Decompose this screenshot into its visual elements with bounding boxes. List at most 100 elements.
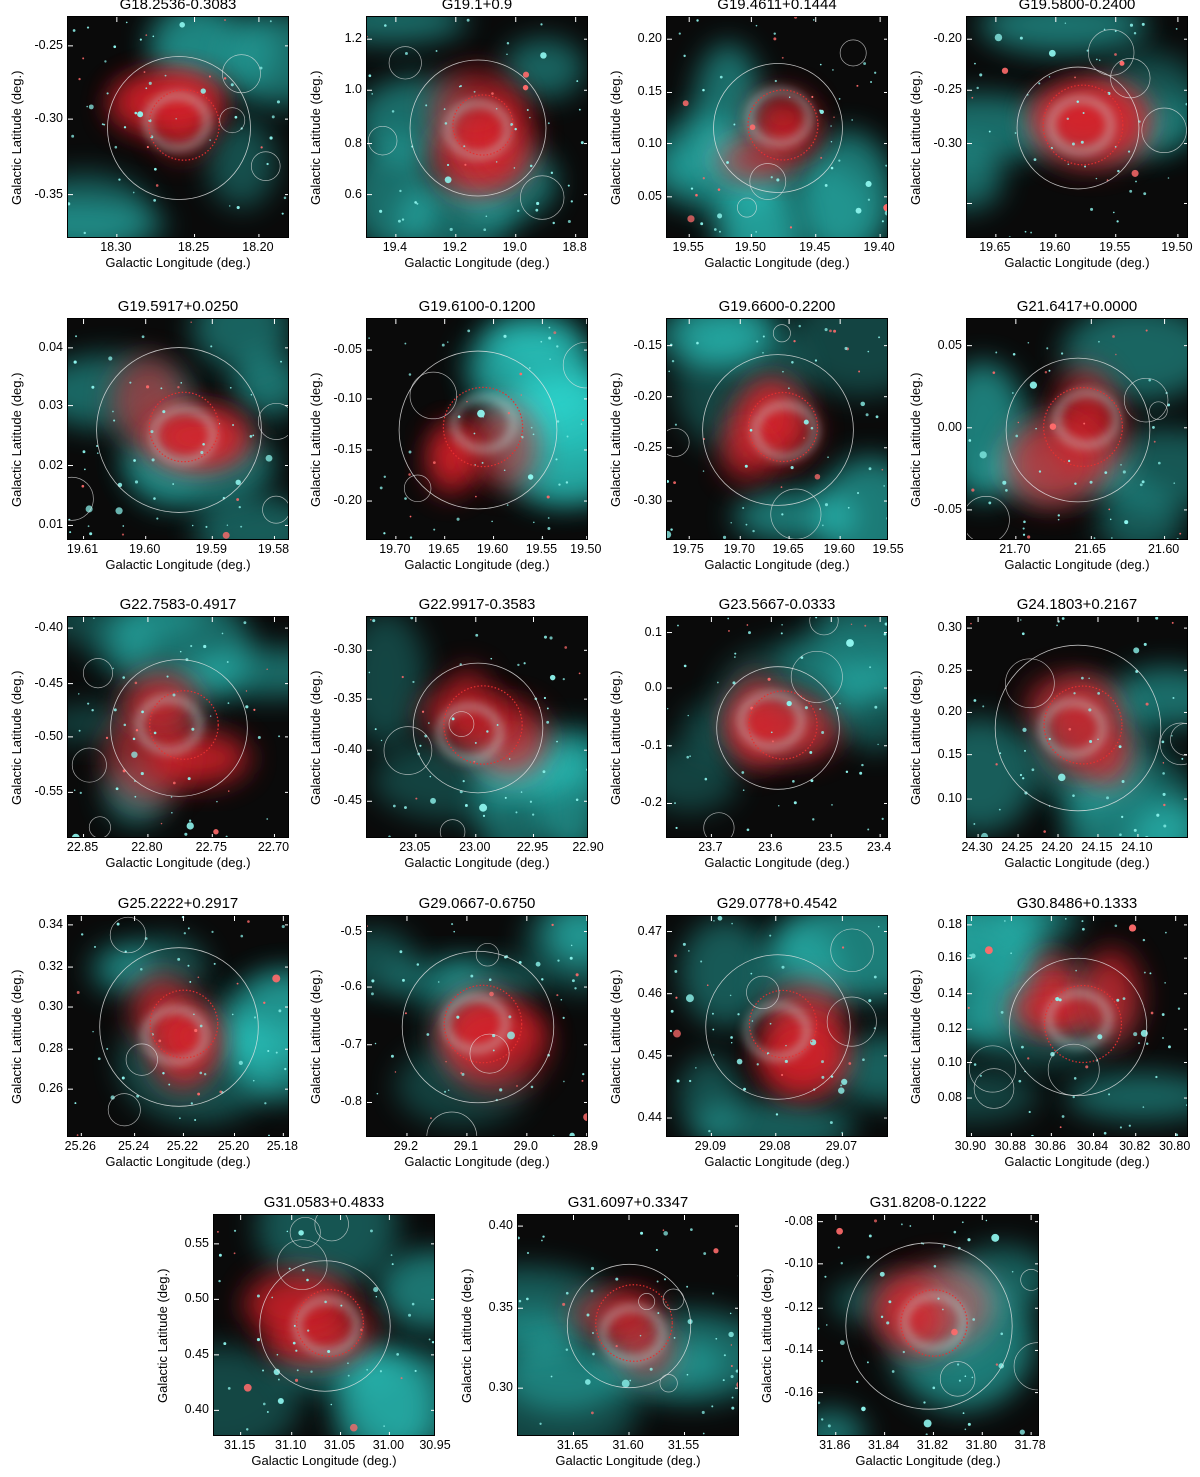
y-axis-label: Galactic Latitude (deg.) [459,1268,474,1403]
panel-3: G19.4611+0.1444 19.55 19.50 19.45 19.40 0.20 0… [608,0,895,270]
y-tick-label: 0.10 [937,1054,962,1069]
y-tick-label: 0.26 [38,1081,63,1096]
image-canvas [667,17,887,237]
y-tick-label: 0.05 [637,188,662,203]
composite-image [666,16,888,238]
x-axis-label: Galactic Longitude (deg.) [404,557,550,572]
x-tick-label: 19.70 [379,542,411,556]
composite-image [666,915,888,1137]
y-axis-label: Galactic Latitude (deg.) [608,969,623,1104]
y-tick-label: -0.30 [633,493,663,508]
image-canvas [68,319,288,539]
x-tick-label: 31.80 [965,1438,997,1452]
x-axis-label: Galactic Longitude (deg.) [105,855,251,870]
x-tick-label: 19.60 [129,542,161,556]
panel-5: G19.5917+0.0250 19.61 19.60 19.59 19.58 0.04 0… [9,298,289,572]
x-tick-label: 19.58 [257,542,290,556]
x-tick-label: 19.55 [872,542,904,556]
y-tick-label: -0.7 [340,1036,362,1051]
panel-title: G19.4611+0.1444 [717,0,837,13]
x-tick-label: 30.90 [954,1139,987,1153]
y-tick-label: 0.00 [937,419,962,434]
x-tick-label: 31.65 [556,1438,589,1452]
x-tick-label: 31.05 [323,1438,356,1452]
x-axis-label: Galactic Longitude (deg.) [704,255,850,270]
y-axis-label: Galactic Latitude (deg.) [9,969,24,1104]
image-canvas [967,319,1187,539]
panel-10: G22.9917-0.3583 23.05 23.00 22.95 22.90 -0.30… [308,596,604,870]
y-tick-label: 0.02 [38,457,63,472]
image-canvas [214,1215,434,1435]
x-axis-label: Galactic Longitude (deg.) [105,255,251,270]
composite-image [67,16,289,238]
x-tick-label: 22.80 [131,840,163,854]
x-tick-label: 23.05 [399,840,431,854]
image-canvas [68,916,288,1136]
y-tick-label: -0.40 [34,620,64,635]
x-tick-label: 19.65 [772,542,804,556]
panel-title: G19.1+0.9 [441,0,513,13]
y-tick-label: -0.20 [333,493,363,508]
x-axis-label: Galactic Longitude (deg.) [704,557,850,572]
x-tick-label: 24.15 [1081,840,1113,854]
image-canvas [367,916,587,1136]
x-tick-label: 31.82 [916,1438,949,1452]
x-tick-label: 25.22 [166,1139,199,1153]
y-tick-label: 0.44 [637,1110,662,1125]
x-tick-label: 23.7 [698,840,723,854]
x-tick-label: 29.1 [453,1139,479,1153]
panel-title: G23.5667-0.0333 [718,596,836,613]
image-canvas [667,319,887,539]
y-tick-label: 0.46 [637,985,662,1000]
y-tick-label: -0.16 [784,1384,814,1399]
x-tick-label: 29.08 [759,1139,791,1153]
y-tick-label: -0.50 [34,728,64,743]
x-tick-label: 19.4 [382,240,408,254]
y-tick-label: 1.2 [344,31,362,46]
y-tick-label: 0.15 [637,84,662,99]
x-axis-label: Galactic Longitude (deg.) [855,1453,1001,1468]
x-tick-label: 18.20 [242,240,274,254]
y-tick-label: 0.40 [488,1218,513,1233]
x-tick-label: 21.60 [1147,542,1180,556]
y-tick-label: -0.25 [933,82,963,97]
panel-18: G31.6097+0.3347 31.65 31.60 31.55 0.40 0.35 0.… [459,1194,739,1468]
y-axis-label: Galactic Latitude (deg.) [908,670,923,805]
panel-title: G24.1803+0.2167 [1016,596,1138,613]
x-tick-label: 21.70 [999,542,1031,556]
y-tick-label: 0.35 [488,1300,513,1315]
x-tick-label: 22.75 [195,840,227,854]
composite-image [366,616,588,838]
panel-14: G29.0667-0.6750 29.2 29.1 29.0 28.9 -0.5 -0.6 -… [308,895,598,1169]
y-tick-label: -0.12 [784,1300,814,1315]
panel-title: G18.2536-0.3083 [119,0,237,13]
panel-title: G29.0778+0.4542 [716,895,838,912]
y-tick-label: 0.04 [38,339,63,354]
y-tick-label: -0.30 [933,135,963,150]
y-tick-label: -0.08 [784,1213,814,1228]
x-axis-label: Galactic Longitude (deg.) [1004,557,1150,572]
y-tick-label: 0.6 [344,186,362,201]
y-tick-label: 0.45 [637,1047,662,1062]
x-tick-label: 19.40 [863,240,895,254]
composite-image [966,318,1188,540]
x-axis-label: Galactic Longitude (deg.) [105,557,251,572]
y-tick-label: 0.05 [937,337,962,352]
panel-2: G19.1+0.9 19.4 19.2 19.0 18.8 1.2 1.0 0.8 0.6 Gal… [308,0,588,270]
panel-title: G19.6600-0.2200 [718,298,836,315]
panel-6: G19.6100-0.1200 19.70 19.65 19.60 19.55 19.50… [308,298,601,572]
composite-image [366,318,588,540]
y-tick-label: 0.20 [637,31,662,46]
x-tick-label: 31.00 [372,1438,405,1452]
x-axis-label: Galactic Longitude (deg.) [404,855,550,870]
y-tick-label: -0.2 [640,795,662,810]
x-tick-label: 19.0 [502,240,527,254]
x-tick-label: 30.84 [1076,1139,1109,1153]
panel-1: G18.2536-0.3083 18.30 18.25 18.20 -0.25 -0.30… [9,0,289,270]
image-canvas [367,617,587,837]
panel-4: G19.5800-0.2400 19.65 19.60 19.55 19.50 -0.20… [908,0,1193,270]
y-axis-label: Galactic Latitude (deg.) [155,1268,170,1403]
panel-title: G19.5800-0.2400 [1018,0,1136,13]
y-axis-label: Galactic Latitude (deg.) [9,670,24,805]
x-axis-label: Galactic Longitude (deg.) [404,255,550,270]
